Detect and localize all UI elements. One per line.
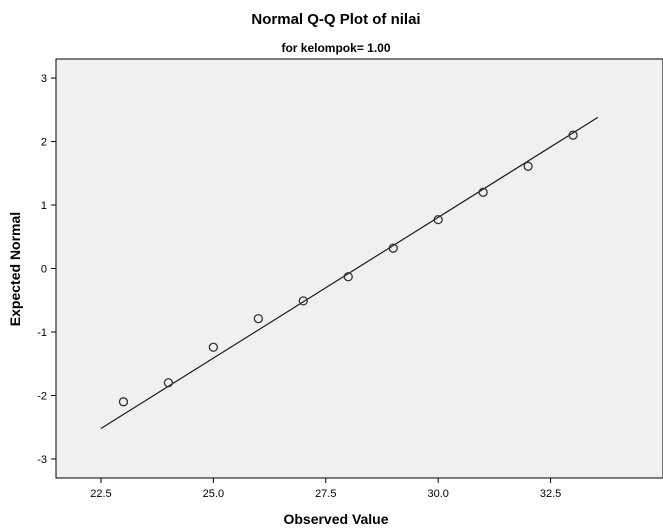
y-tick-label: 0 <box>41 264 47 276</box>
x-axis-label: Observed Value <box>283 511 388 527</box>
data-point <box>478 187 488 197</box>
y-axis-label: Expected Normal <box>7 212 23 326</box>
x-tick-label: 32.5 <box>540 488 561 500</box>
x-tick-label: 27.5 <box>315 488 336 500</box>
y-tick-label: -1 <box>37 327 47 339</box>
plot-area <box>55 58 663 479</box>
data-point <box>388 243 398 253</box>
data-point <box>523 161 533 171</box>
y-axis: 3 2 1 0 -1 -2 -3 <box>37 73 56 466</box>
data-point <box>118 397 129 407</box>
x-tick-label: 30.0 <box>427 488 448 500</box>
data-points <box>118 130 578 407</box>
data-point <box>163 378 174 388</box>
y-tick-label: -3 <box>37 454 47 466</box>
y-tick-label: -2 <box>37 390 47 402</box>
data-point <box>433 214 443 225</box>
x-tick-label: 25.0 <box>203 488 224 500</box>
data-point <box>343 272 353 282</box>
data-point <box>568 130 578 140</box>
data-point <box>298 296 308 306</box>
chart-subtitle: for kelompok= 1.00 <box>281 41 390 55</box>
x-axis: 22.5 25.0 27.5 30.0 32.5 <box>90 478 561 500</box>
y-tick-label: 1 <box>41 200 47 212</box>
x-tick-label: 22.5 <box>90 488 111 500</box>
data-point <box>208 342 219 352</box>
chart-title: Normal Q-Q Plot of nilai <box>251 11 420 28</box>
y-tick-label: 2 <box>41 137 47 149</box>
y-tick-label: 3 <box>41 73 47 85</box>
data-point <box>253 314 263 324</box>
